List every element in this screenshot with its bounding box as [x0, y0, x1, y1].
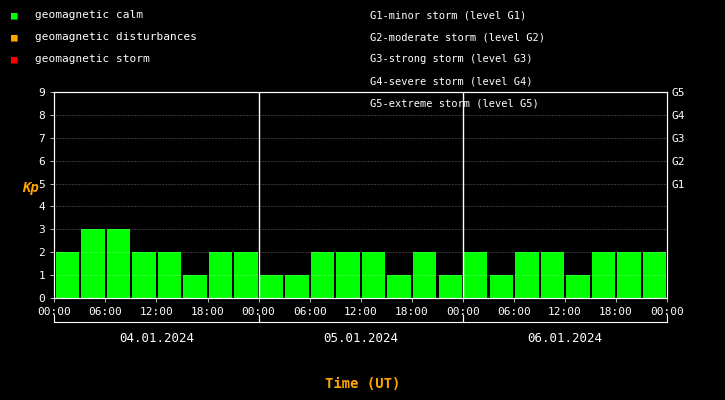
Text: G2-moderate storm (level G2): G2-moderate storm (level G2) — [370, 32, 544, 42]
Bar — [362, 252, 386, 298]
Bar — [311, 252, 334, 298]
Text: geomagnetic calm: geomagnetic calm — [35, 10, 143, 20]
Y-axis label: Kp: Kp — [22, 181, 38, 195]
Bar — [592, 252, 615, 298]
Bar — [56, 252, 79, 298]
Bar — [464, 252, 487, 298]
Bar — [209, 252, 232, 298]
Text: ■: ■ — [11, 54, 17, 64]
Bar — [107, 229, 130, 298]
Bar — [541, 252, 564, 298]
Text: G4-severe storm (level G4): G4-severe storm (level G4) — [370, 76, 532, 86]
Bar — [643, 252, 666, 298]
Bar — [132, 252, 156, 298]
Text: 05.01.2024: 05.01.2024 — [323, 332, 398, 344]
Bar — [336, 252, 360, 298]
Bar — [566, 275, 589, 298]
Text: geomagnetic disturbances: geomagnetic disturbances — [35, 32, 196, 42]
Text: geomagnetic storm: geomagnetic storm — [35, 54, 149, 64]
Bar — [286, 275, 309, 298]
Bar — [158, 252, 181, 298]
Bar — [183, 275, 207, 298]
Text: ■: ■ — [11, 32, 17, 42]
Bar — [439, 275, 462, 298]
Bar — [387, 275, 411, 298]
Bar — [413, 252, 436, 298]
Bar — [489, 275, 513, 298]
Text: G3-strong storm (level G3): G3-strong storm (level G3) — [370, 54, 532, 64]
Text: 04.01.2024: 04.01.2024 — [119, 332, 194, 344]
Bar — [260, 275, 283, 298]
Text: G1-minor storm (level G1): G1-minor storm (level G1) — [370, 10, 526, 20]
Bar — [617, 252, 641, 298]
Bar — [234, 252, 257, 298]
Bar — [515, 252, 539, 298]
Text: 06.01.2024: 06.01.2024 — [527, 332, 602, 344]
Text: G5-extreme storm (level G5): G5-extreme storm (level G5) — [370, 98, 539, 108]
Text: ■: ■ — [11, 10, 17, 20]
Text: Time (UT): Time (UT) — [325, 377, 400, 391]
Bar — [81, 229, 104, 298]
